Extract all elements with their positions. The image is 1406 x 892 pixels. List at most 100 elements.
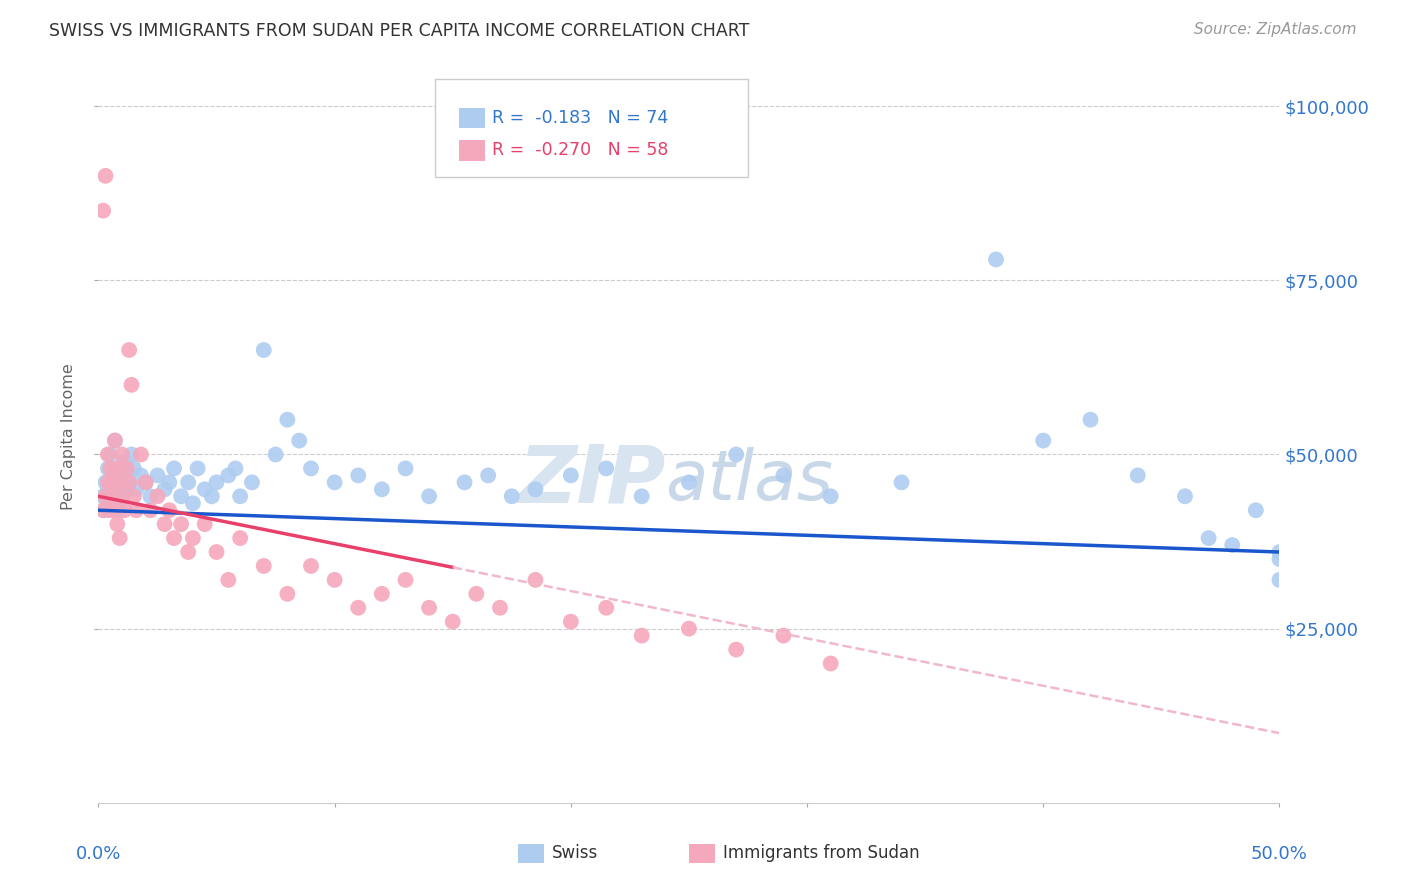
Point [453,475,475,490]
Point [118,475,141,490]
Point [187,461,209,475]
Point [524,483,547,497]
Bar [458,140,485,161]
Point [489,600,512,615]
Point [347,600,370,615]
Point [111,468,134,483]
Point [299,461,322,475]
Point [181,531,204,545]
Point [98,503,121,517]
Point [890,475,912,490]
Point [181,496,204,510]
Y-axis label: Per Capita Income: Per Capita Income [62,364,76,510]
Point [94,503,117,517]
Text: ZIP: ZIP [517,442,665,520]
Bar [689,844,714,863]
Point [560,468,582,483]
Bar [517,844,544,863]
Point [224,461,246,475]
Point [371,483,394,497]
Point [118,475,141,490]
Point [91,489,114,503]
Point [678,475,700,490]
Point [465,587,488,601]
Text: R =  -0.183   N = 74: R = -0.183 N = 74 [492,109,668,128]
Point [394,461,416,475]
Point [1198,531,1220,545]
Point [253,558,276,573]
Point [441,615,464,629]
Point [111,448,134,462]
Point [347,468,370,483]
Point [501,489,523,503]
Point [177,475,200,490]
Point [139,489,162,503]
Point [112,454,135,468]
Point [418,600,440,615]
Point [595,600,617,615]
Point [725,448,748,462]
Text: atlas: atlas [665,448,834,515]
Point [104,503,127,517]
Point [560,615,582,629]
Point [371,587,394,601]
Point [97,448,120,462]
Point [229,531,252,545]
Point [105,517,128,532]
Point [276,587,298,601]
Point [288,434,311,448]
Point [104,483,127,497]
Point [101,468,124,483]
Point [394,573,416,587]
Point [1244,503,1267,517]
Point [129,468,152,483]
Point [97,483,120,497]
Point [104,434,127,448]
Point [630,629,652,643]
Point [129,448,152,462]
Point [217,468,239,483]
Point [135,475,157,490]
Point [772,468,794,483]
Point [177,545,200,559]
Point [101,489,124,503]
Point [323,573,346,587]
Point [157,503,180,517]
Point [157,475,180,490]
Point [91,503,114,517]
Point [98,496,121,510]
Text: SWISS VS IMMIGRANTS FROM SUDAN PER CAPITA INCOME CORRELATION CHART: SWISS VS IMMIGRANTS FROM SUDAN PER CAPIT… [49,22,749,40]
Point [725,642,748,657]
Point [630,489,652,503]
Point [205,545,228,559]
Point [1220,538,1243,552]
Point [1174,489,1197,503]
Point [91,203,114,218]
Text: 50.0%: 50.0% [1251,845,1308,863]
Point [105,496,128,510]
Point [115,461,138,475]
Point [97,461,120,475]
Point [153,517,176,532]
Point [194,483,217,497]
Point [477,468,499,483]
Point [153,483,176,497]
Point [122,489,145,503]
Point [108,475,131,490]
Point [118,343,141,357]
Point [820,657,842,671]
Point [97,475,120,490]
Point [276,412,298,426]
Point [595,461,617,475]
Point [146,468,169,483]
Point [1268,573,1291,587]
Point [111,489,134,503]
Point [146,489,169,503]
Text: Source: ZipAtlas.com: Source: ZipAtlas.com [1194,22,1357,37]
Point [418,489,440,503]
Point [772,629,794,643]
Point [94,169,117,183]
Point [1080,412,1102,426]
Point [135,475,157,490]
Point [108,475,131,490]
